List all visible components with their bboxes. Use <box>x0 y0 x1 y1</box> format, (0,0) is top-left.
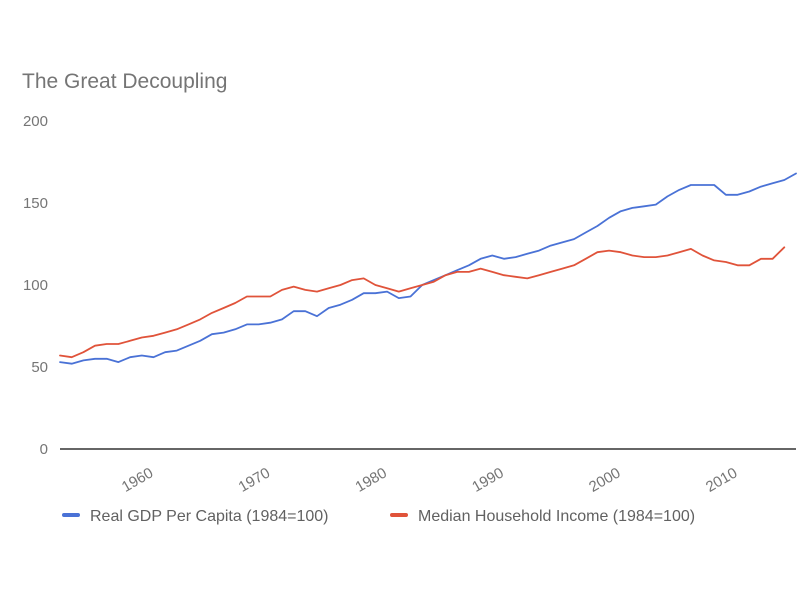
y-tick-label: 100 <box>23 277 48 294</box>
y-tick-label: 50 <box>31 359 48 376</box>
series-lines <box>59 172 797 365</box>
x-tick-label: 1960 <box>119 464 156 495</box>
y-tick-label: 0 <box>40 441 48 458</box>
legend-label: Real GDP Per Capita (1984=100) <box>90 508 329 525</box>
legend-item-gdp-per-capita[interactable]: Real GDP Per Capita (1984=100) <box>62 508 329 525</box>
series-line-gdp-per-capita <box>59 172 797 365</box>
x-axis-labels: 1960 1970 1980 1990 2000 2010 <box>119 464 741 495</box>
y-tick-label: 200 <box>23 113 48 130</box>
chart-title: The Great Decoupling <box>22 70 227 93</box>
legend-label: Median Household Income (1984=100) <box>418 508 695 525</box>
legend-item-median-household-income[interactable]: Median Household Income (1984=100) <box>390 508 695 525</box>
y-axis-labels: 0 50 100 150 200 <box>23 113 48 458</box>
x-tick-label: 2010 <box>703 464 740 495</box>
x-tick-label: 1980 <box>352 464 389 495</box>
y-tick-label: 150 <box>23 195 48 212</box>
x-tick-label: 2000 <box>586 464 623 495</box>
series-line-median-household-income <box>59 246 786 359</box>
x-tick-label: 1970 <box>236 464 273 495</box>
x-tick-label: 1990 <box>469 464 506 495</box>
legend[interactable]: Real GDP Per Capita (1984=100) Median Hou… <box>62 508 695 525</box>
